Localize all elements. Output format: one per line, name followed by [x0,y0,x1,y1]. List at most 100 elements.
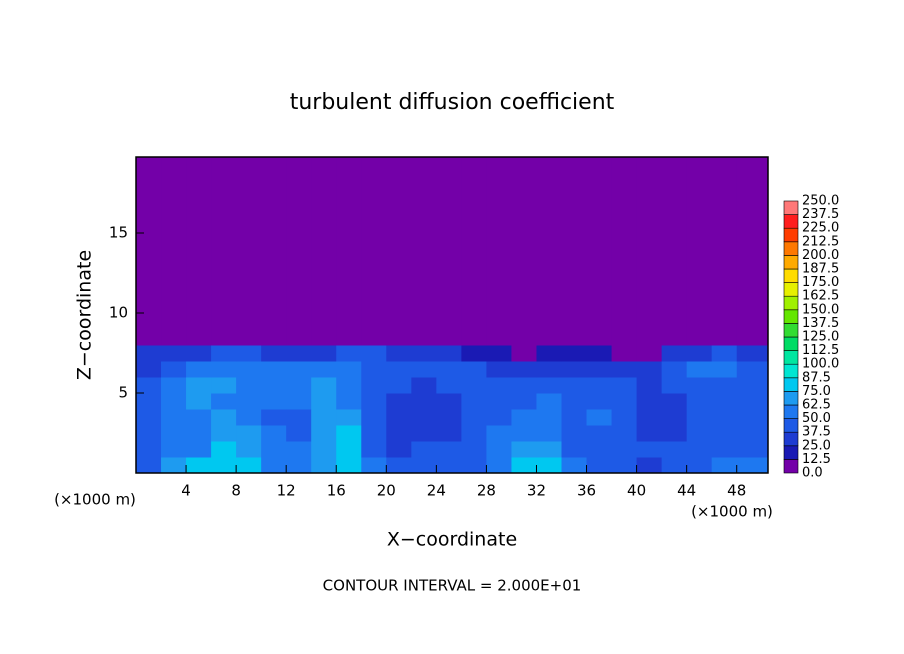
cell [236,345,262,362]
cell [561,441,588,458]
cell [211,457,237,474]
cell [586,441,613,458]
cell [586,345,613,362]
cell [386,393,412,410]
cell [386,377,412,394]
cell [461,361,487,378]
cell [186,393,212,410]
colorbar-label: 75.0 [802,384,831,399]
colorbar-swatch [783,323,799,338]
cell [361,361,387,378]
cell [161,361,187,378]
cell [361,157,387,346]
cell [511,425,537,442]
colorbar-swatch [783,268,799,283]
cell [661,409,688,426]
colorbar-label: 162.5 [802,289,839,304]
cell [661,425,688,442]
cell [711,441,738,458]
cell [511,441,537,458]
colorbar-swatch [783,214,799,229]
colorbar-label: 137.5 [802,316,839,331]
cell [411,361,437,378]
cell [436,345,462,362]
cell [486,157,512,346]
cell [286,157,312,346]
x-tick-label: 32 [527,482,546,500]
cell [186,361,212,378]
cell [736,393,769,410]
colorbar-label: 237.5 [802,207,839,222]
cell [586,361,613,378]
cell [411,457,437,474]
cell [186,441,212,458]
colorbar-label: 0.0 [802,466,823,481]
cell [636,157,663,346]
x-tick-label: 12 [277,482,296,500]
cell [211,425,237,442]
cell [386,457,412,474]
cell [336,377,362,394]
cell [636,377,663,394]
cell [411,441,437,458]
cell [211,377,237,394]
cell [361,457,387,474]
cell [361,345,387,362]
x-tick-label: 24 [427,482,446,500]
cell [736,425,769,442]
cell [711,393,738,410]
cell [636,361,663,378]
cell [386,441,412,458]
cell [161,457,187,474]
cell [261,457,287,474]
cell [636,457,663,474]
cell [561,361,588,378]
cell [136,409,162,426]
cell [486,377,512,394]
cell [211,409,237,426]
cell [586,393,613,410]
cell [386,425,412,442]
colorbar-swatch [783,363,799,379]
cell [186,457,212,474]
cell [486,409,512,426]
cell [536,457,563,474]
cell [236,441,262,458]
cell [311,377,337,394]
cell [186,409,212,426]
colorbar-label: 62.5 [802,398,831,413]
x-tick-label: 4 [181,482,191,500]
cell [461,345,487,362]
x-tick-label: 44 [677,482,696,500]
y-tick-label: 5 [118,384,128,402]
cell [211,345,237,362]
cell [711,157,738,346]
cell [336,157,362,346]
cell [511,377,537,394]
cell [686,377,713,394]
cell [211,361,237,378]
cell [686,409,713,426]
colorbar-label: 150.0 [802,302,839,317]
cell [661,441,688,458]
colorbar-swatch [783,255,799,270]
colorbar-label: 125.0 [802,330,839,345]
x-unit-label: (×1000 m) [54,491,136,509]
cell [511,361,537,378]
colorbar-label: 250.0 [802,194,839,209]
cell [636,425,663,442]
cell [561,345,588,362]
cell [686,441,713,458]
cell [286,457,312,474]
cell [361,425,387,442]
cell [661,393,688,410]
cell [636,409,663,426]
colorbar-swatch [783,295,799,311]
cell [561,393,588,410]
cell [336,457,362,474]
cell [236,157,262,346]
cell [136,393,162,410]
cell [236,409,262,426]
colorbar-swatch [783,377,799,392]
colorbar-swatch [783,418,799,433]
